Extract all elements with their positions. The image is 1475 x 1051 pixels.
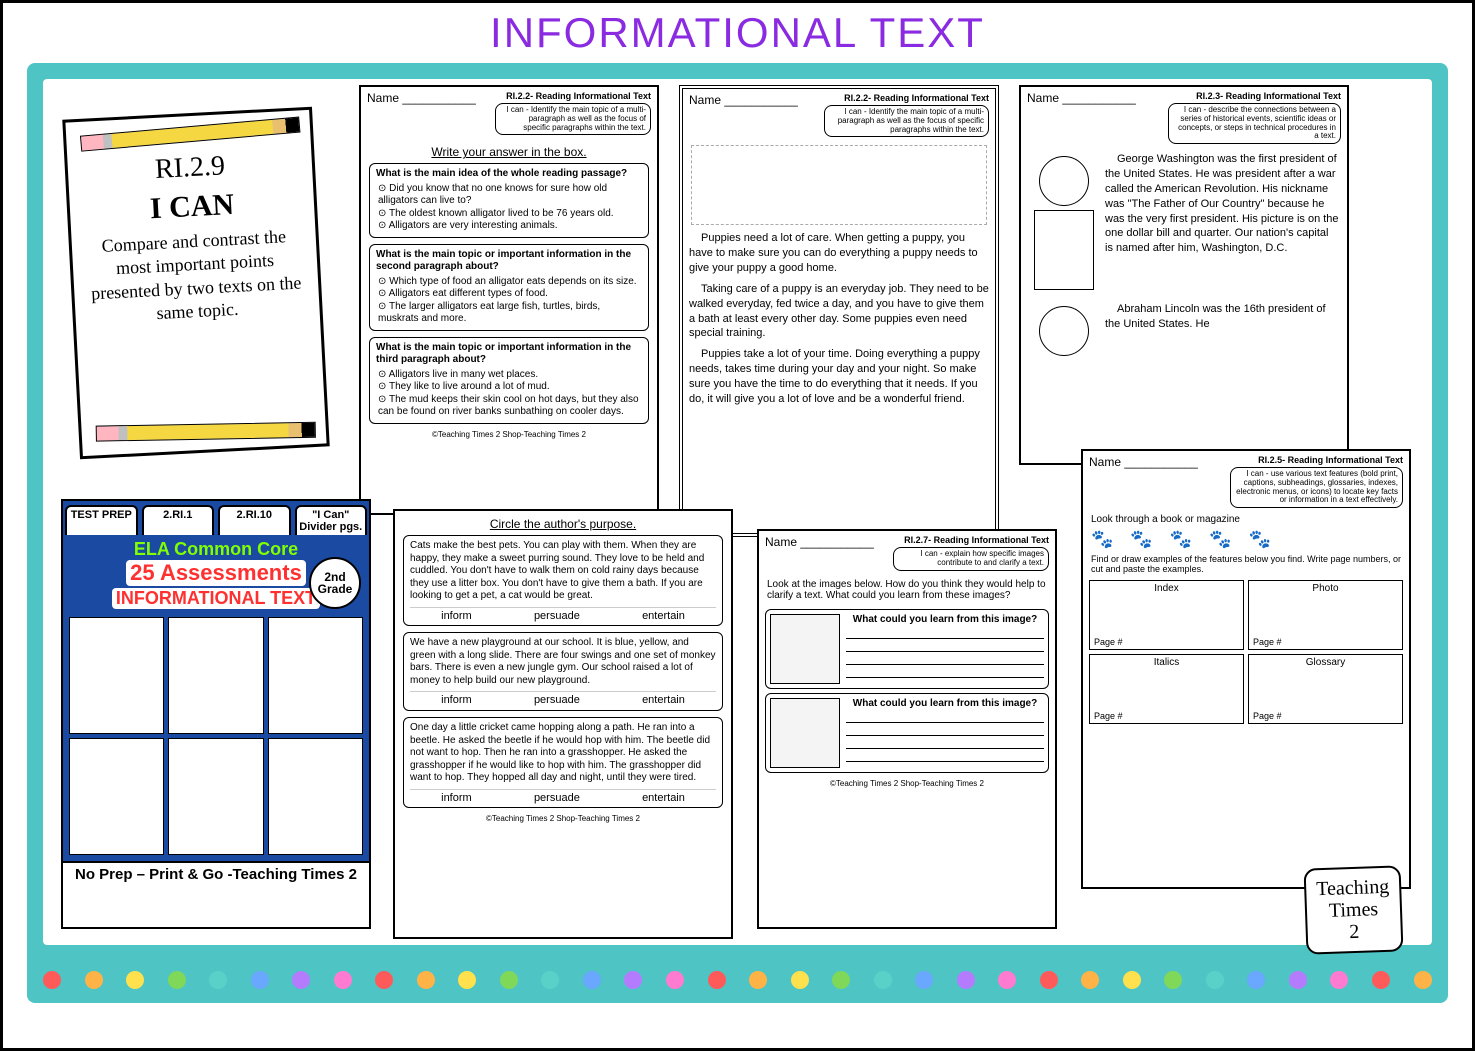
teal-panel: RI.2.9 I CAN Compare and contrast the mo… [27, 63, 1448, 1003]
clipart-placeholder [770, 698, 840, 768]
question-box: What is the main topic or important info… [369, 244, 649, 331]
tab: TEST PREP [65, 505, 138, 535]
image-learn-box: What could you learn from this image? [765, 693, 1049, 773]
worksheet-authors-purpose: Circle the author's purpose. Cats make t… [393, 509, 733, 939]
name-label: Name [1089, 455, 1198, 508]
pencil-icon [96, 422, 316, 442]
worksheet-footer: ©Teaching Times 2 Shop-Teaching Times 2 [403, 814, 723, 823]
worksheet-text-features: Name RI.2.5- Reading Informational Text … [1081, 449, 1411, 889]
grade-badge: 2nd Grade [309, 557, 361, 609]
name-label: Name [765, 535, 874, 571]
page-title: INFORMATIONAL TEXT [3, 9, 1472, 57]
passage: Abraham Lincoln was the 16th president o… [1105, 302, 1339, 360]
standard-chip: RI.2.5- Reading Informational Text I can… [1230, 455, 1403, 508]
product-thumbnails [63, 611, 369, 861]
tab: "I Can" Divider pgs. [295, 505, 368, 535]
poster-ri29: RI.2.9 I CAN Compare and contrast the mo… [62, 107, 329, 460]
feature-cell: IndexPage # [1089, 580, 1244, 650]
name-label: Name [689, 93, 798, 137]
purpose-box: One day a little cricket came hopping al… [403, 717, 723, 808]
standard-chip: RI.2.7- Reading Informational Text I can… [893, 535, 1049, 571]
worksheet-images-clarify: Name RI.2.7- Reading Informational Text … [757, 529, 1057, 929]
clipart-placeholder [691, 145, 987, 225]
footprints-icon: 🐾 🐾 🐾 🐾 🐾 [1083, 527, 1409, 552]
feature-grid: IndexPage # PhotoPage # ItalicsPage # Gl… [1083, 580, 1409, 724]
product-tabs: TEST PREP 2.RI.1 2.RI.10 "I Can" Divider… [63, 501, 369, 535]
outer-frame: INFORMATIONAL TEXT RI.2.9 I CAN Compare … [0, 0, 1475, 1051]
poster-ican: I CAN [83, 184, 300, 229]
purpose-box: We have a new playground at our school. … [403, 632, 723, 711]
name-label: Name [367, 91, 476, 135]
worksheet-alligator: Name RI.2.2- Reading Informational Text … [359, 85, 659, 515]
clipart-placeholder [770, 614, 840, 684]
title-bar: INFORMATIONAL TEXT [3, 3, 1472, 59]
image-learn-box: What could you learn from this image? [765, 609, 1049, 689]
clipart-placeholder [1034, 210, 1094, 290]
worksheet-footer: ©Teaching Times 2 Shop-Teaching Times 2 [369, 430, 649, 439]
name-label: Name [1027, 91, 1136, 144]
coin-icon [1039, 306, 1089, 356]
product-cover: TEST PREP 2.RI.1 2.RI.10 "I Can" Divider… [61, 499, 371, 929]
dot-border [43, 971, 1432, 989]
worksheet-subtitle: Circle the author's purpose. [403, 517, 723, 531]
question-box: What is the main topic or important info… [369, 337, 649, 424]
standard-chip: RI.2.3- Reading Informational Text I can… [1168, 91, 1341, 144]
lead-text: Look at the images below. How do you thi… [759, 575, 1055, 605]
worksheet-presidents: Name RI.2.3- Reading Informational Text … [1019, 85, 1349, 465]
poster-desc: Compare and contrast the most important … [85, 224, 306, 329]
tab: 2.RI.10 [218, 505, 291, 535]
product-bottom: No Prep – Print & Go -Teaching Times 2 [63, 861, 369, 886]
standard-chip: RI.2.2- Reading Informational Text I can… [824, 93, 989, 137]
feature-cell: PhotoPage # [1248, 580, 1403, 650]
worksheet-subtitle: Write your answer in the box. [369, 145, 649, 159]
passage: George Washington was the first presiden… [1105, 152, 1339, 294]
instructions: Find or draw examples of the features be… [1083, 552, 1409, 580]
purpose-box: Cats make the best pets. You can play wi… [403, 535, 723, 626]
worksheet-footer: ©Teaching Times 2 Shop-Teaching Times 2 [759, 779, 1055, 788]
feature-cell: GlossaryPage # [1248, 654, 1403, 724]
feature-cell: ItalicsPage # [1089, 654, 1244, 724]
worksheet-puppies: Name RI.2.2- Reading Informational Text … [679, 85, 999, 537]
lead-text: Look through a book or magazine [1083, 512, 1409, 527]
passage: Puppies need a lot of care. When getting… [683, 229, 995, 414]
coin-icon [1039, 156, 1089, 206]
question-box: What is the main idea of the whole readi… [369, 163, 649, 238]
tab: 2.RI.1 [142, 505, 215, 535]
white-stage: RI.2.9 I CAN Compare and contrast the mo… [43, 79, 1432, 945]
standard-chip: RI.2.2- Reading Informational Text I can… [495, 91, 651, 135]
brand-logo: Teaching Times 2 [1304, 865, 1404, 954]
